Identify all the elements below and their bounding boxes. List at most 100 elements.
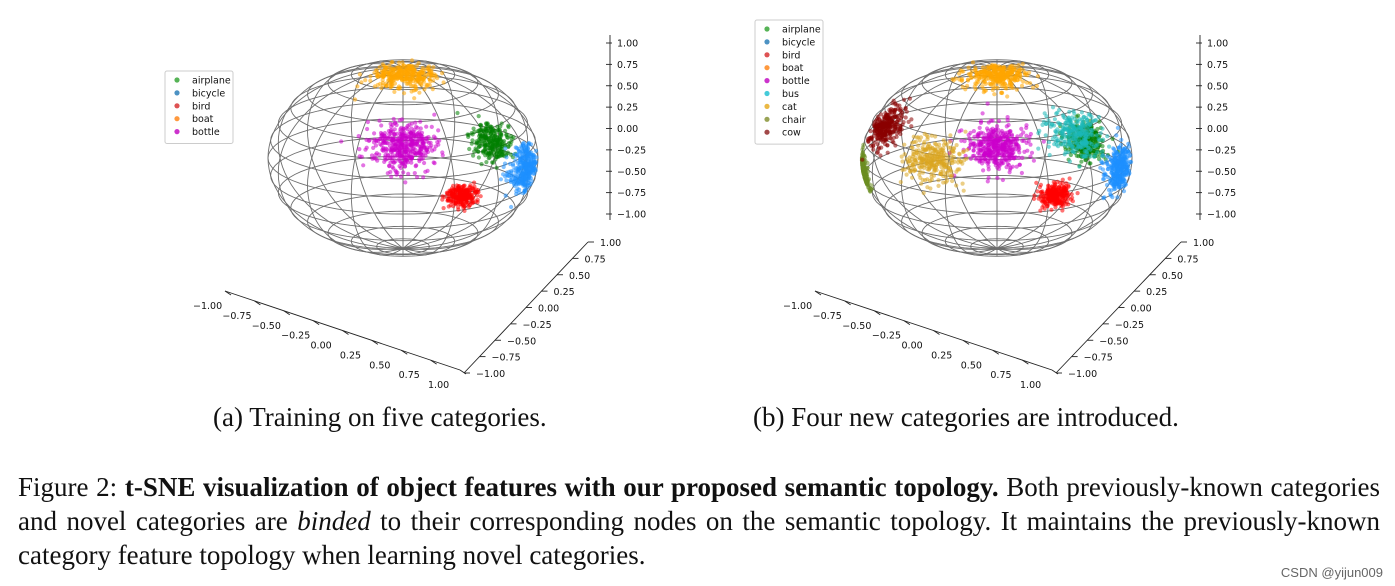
point-bicycle [1111,146,1116,151]
point-cat [954,169,959,174]
point-airplane [502,139,507,144]
point-boat [412,96,417,101]
point-bus [1040,122,1045,127]
point-bottle [1028,142,1033,147]
point-bottle [997,134,1002,139]
point-bicycle [517,156,523,161]
point-cow [890,118,895,124]
point-bicycle [510,162,516,167]
figure-caption: Figure 2: t-SNE visualization of object … [18,470,1380,572]
point-cat [908,169,913,174]
point-bottle [1015,134,1020,139]
point-cat [930,156,935,161]
point-bus [1046,140,1052,145]
point-airplane [487,151,492,156]
point-bottle [369,153,375,158]
point-boat [1024,80,1030,85]
point-boat [1021,79,1026,84]
legend-label-cat: cat [782,102,797,113]
point-bottle [421,175,426,180]
point-bicycle [1108,193,1113,198]
point-bicycle [518,167,523,172]
point-boat [363,78,368,83]
point-chair [864,180,869,185]
point-bicycle [522,182,527,187]
y-tick-label: −0.50 [507,336,536,347]
point-bird [1060,177,1065,182]
point-bird [468,188,473,193]
legend-label-chair: chair [782,115,806,126]
point-bottle [402,164,408,169]
point-cat [961,149,966,154]
point-bottle [982,153,987,158]
point-bottle [400,117,405,122]
point-boat [424,82,429,87]
point-bottle [365,119,370,125]
point-bird [463,195,468,200]
legend-marker-boat [174,116,180,122]
point-airplane [1097,119,1102,124]
point-cow [885,150,890,155]
point-bicycle [1114,171,1119,176]
point-boat [961,69,966,74]
point-bird [1051,185,1056,190]
cluster-cow [860,96,914,162]
point-bottle [988,118,994,123]
point-boat [425,72,430,77]
point-bottle [986,156,991,161]
point-bottle [391,116,396,122]
longitude-line [944,67,998,256]
point-bus [1044,114,1049,119]
point-cat [922,131,927,136]
legend-marker-airplane [174,77,180,83]
point-cat [931,148,936,153]
figure-caption-italic: binded [297,506,371,536]
point-bottle [981,131,986,136]
point-airplane [1088,161,1093,166]
point-cat [944,162,949,167]
point-cat [936,178,941,183]
longitude-line [307,67,404,253]
point-bicycle [519,144,524,149]
point-cow [875,142,880,147]
point-cat [925,134,930,139]
point-boat [412,67,417,72]
point-bottle [409,121,414,126]
point-bottle [374,151,379,156]
point-airplane [490,148,495,153]
point-bicycle [521,155,527,160]
point-boat [980,65,986,70]
point-boat [992,68,997,73]
point-cow [880,136,885,141]
point-bird [1064,199,1069,204]
legend-marker-airplane [764,26,770,32]
point-airplane [1095,126,1100,132]
point-cat [900,159,905,164]
point-boat [352,97,358,102]
point-cow [888,108,893,113]
point-cow [890,101,895,106]
point-airplane [470,138,475,143]
x-tick [844,300,851,306]
point-bird [446,194,451,199]
x-tick-label: −0.50 [252,321,281,332]
point-bottle [982,145,987,150]
point-boat [355,84,360,89]
point-bottle [415,175,420,180]
point-bottle [397,142,402,147]
point-boat [982,88,987,94]
point-bus [1089,114,1094,119]
point-airplane [476,149,481,154]
x-tick-label: 1.00 [1020,380,1041,391]
point-bottle [424,147,429,152]
point-bus [1075,133,1080,138]
point-bottle [409,160,414,165]
point-bus [1105,134,1110,139]
point-bus [1062,152,1067,157]
point-bicycle [503,193,508,198]
point-chair [860,165,865,171]
point-bottle [1018,133,1024,138]
point-bottle [1004,135,1009,140]
scatter-points [859,60,1134,213]
point-bottle [1024,140,1029,145]
